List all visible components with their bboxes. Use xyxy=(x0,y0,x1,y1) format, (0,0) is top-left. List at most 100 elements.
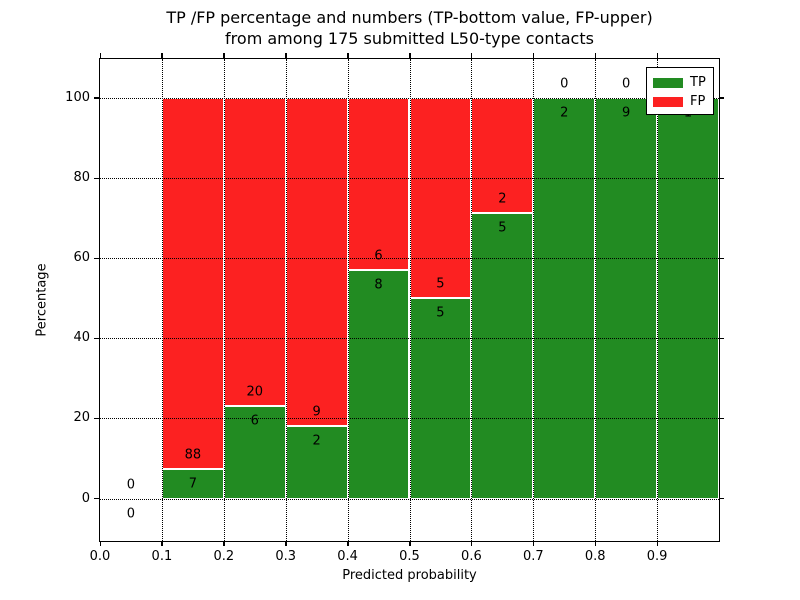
legend-label-tp: TP xyxy=(690,75,706,90)
x-tick-label: 0.2 xyxy=(213,549,235,564)
gridline-vertical xyxy=(223,59,225,541)
bar-fp-count-label: 0 xyxy=(560,76,569,92)
bar-tp-segment xyxy=(347,269,410,499)
x-tick-label: 0.5 xyxy=(399,549,420,564)
x-tick-top xyxy=(470,53,473,58)
x-tick-bottom xyxy=(532,541,535,546)
bar-fp-segment xyxy=(347,98,410,270)
x-tick-top xyxy=(347,53,349,58)
gridline-vertical xyxy=(471,59,473,541)
y-tick-right xyxy=(719,97,724,99)
legend-swatch-tp-icon xyxy=(653,77,683,88)
x-tick-top xyxy=(656,53,659,58)
gridline-vertical xyxy=(161,59,163,541)
bar-tp-segment xyxy=(471,212,534,499)
bar-tp-count-label: 7 xyxy=(188,476,197,492)
gridline-vertical xyxy=(347,59,349,541)
x-tick-label: 0.3 xyxy=(275,549,297,564)
x-tick-label: 0.7 xyxy=(522,549,544,564)
bar-fp-segment xyxy=(409,98,472,299)
y-tick-left xyxy=(94,257,99,260)
x-tick-bottom xyxy=(594,541,597,546)
y-tick-label: 40 xyxy=(73,330,90,346)
bar-tp-count-label: 0 xyxy=(126,506,136,522)
legend-item-fp: FP xyxy=(653,92,707,111)
bar-tp-count-label: 5 xyxy=(498,220,507,236)
x-tick-bottom xyxy=(161,541,163,546)
x-tick-label: 0.0 xyxy=(89,549,111,564)
bar-tp-segment xyxy=(285,425,348,499)
y-tick-left xyxy=(94,97,99,99)
chart-title: TP /FP percentage and numbers (TP-bottom… xyxy=(100,7,719,49)
y-tick-left xyxy=(94,497,99,500)
x-tick-bottom xyxy=(656,541,659,546)
x-tick-bottom xyxy=(347,541,349,546)
y-tick-left xyxy=(94,417,99,420)
gridline-vertical xyxy=(533,59,535,541)
bar-fp-segment xyxy=(223,98,286,407)
y-tick-left xyxy=(94,337,99,340)
bar-tp-count-label: 2 xyxy=(560,105,569,121)
x-tick-top xyxy=(532,53,535,58)
y-tick-label: 80 xyxy=(73,170,90,186)
bar-tp-count-label: 6 xyxy=(250,413,259,429)
gridline-vertical xyxy=(595,59,597,541)
gridline-vertical xyxy=(657,59,659,541)
x-tick-top xyxy=(99,53,101,58)
y-tick-left xyxy=(94,177,99,180)
y-tick-right xyxy=(719,417,724,420)
y-tick-right xyxy=(719,337,724,340)
x-tick-label: 0.4 xyxy=(337,549,358,564)
y-tick-right xyxy=(719,177,724,180)
chart-title-line-1: TP /FP percentage and numbers (TP-bottom… xyxy=(166,8,653,27)
y-axis-label: Percentage xyxy=(34,263,50,337)
chart-title-line-2: from among 175 submitted L50-type contac… xyxy=(225,29,594,48)
bar-tp-count-label: 8 xyxy=(374,277,383,293)
bar-tp-count-label: 2 xyxy=(312,433,321,449)
x-tick-top xyxy=(223,53,225,58)
bar-tp-segment xyxy=(409,298,472,499)
bar-fp-count-label: 2 xyxy=(498,191,507,207)
y-tick-right xyxy=(719,497,724,500)
bar-tp-segment xyxy=(533,98,596,499)
x-tick-top xyxy=(409,53,411,58)
y-tick-label: 60 xyxy=(73,250,90,266)
bar-fp-count-label: 0 xyxy=(622,76,631,92)
bar-tp-segment xyxy=(595,98,658,499)
gridline-vertical xyxy=(409,59,411,541)
y-tick-label: 0 xyxy=(81,490,90,506)
bar-fp-count-label: 0 xyxy=(126,477,136,493)
x-tick-bottom xyxy=(285,541,287,546)
bar-fp-segment xyxy=(285,98,348,426)
x-tick-label: 0.8 xyxy=(584,549,606,564)
x-tick-bottom xyxy=(409,541,411,546)
bar-fp-segment xyxy=(161,98,224,470)
bar-fp-count-label: 5 xyxy=(436,276,445,292)
bar-tp-segment xyxy=(657,98,719,499)
x-tick-label: 0.1 xyxy=(151,549,173,564)
bar-tp-count-label: 9 xyxy=(622,105,631,121)
legend-box: TP FP xyxy=(646,67,714,115)
x-tick-bottom xyxy=(99,541,101,546)
x-tick-label: 0.6 xyxy=(461,549,482,564)
gridline-vertical xyxy=(285,59,287,541)
bar-fp-count-label: 20 xyxy=(246,384,264,400)
x-tick-label: 0.9 xyxy=(646,549,668,564)
x-tick-bottom xyxy=(223,541,225,546)
legend-label-fp: FP xyxy=(690,94,706,109)
x-tick-top xyxy=(285,53,287,58)
x-tick-top xyxy=(594,53,597,58)
bar-fp-count-label: 6 xyxy=(374,248,383,264)
x-tick-top xyxy=(161,53,163,58)
bar-fp-count-label: 88 xyxy=(184,447,202,463)
plot-area: TP FP 00887206926855250209010.00.10.20.3… xyxy=(65,53,724,564)
bar-fp-count-label: 9 xyxy=(312,404,321,420)
y-tick-right xyxy=(719,257,724,260)
legend-item-tp: TP xyxy=(653,73,707,92)
legend-swatch-fp-icon xyxy=(653,96,683,107)
x-axis-label: Predicted probability xyxy=(342,568,477,583)
y-tick-label: 20 xyxy=(73,410,90,426)
bar-tp-count-label: 5 xyxy=(436,305,445,321)
x-tick-bottom xyxy=(470,541,473,546)
